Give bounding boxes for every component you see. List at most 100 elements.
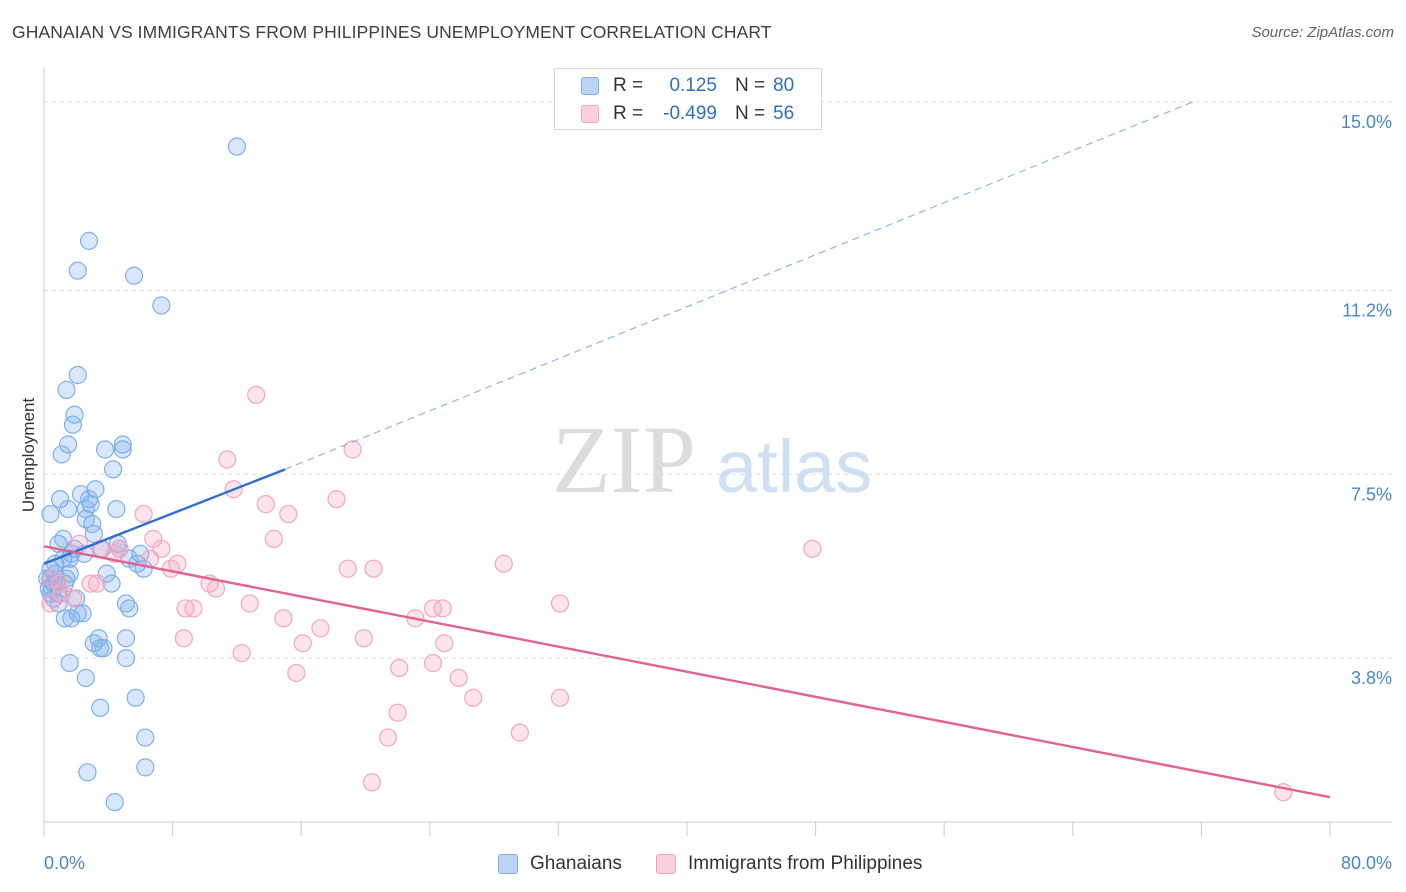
data-point <box>510 723 529 742</box>
data-point <box>423 599 443 618</box>
data-point <box>423 653 443 673</box>
data-point <box>218 450 237 469</box>
y-tick-label: 11.2% <box>1342 301 1392 321</box>
y-tick-label: 15.0% <box>1341 112 1392 132</box>
y-axis-label: Unemployment <box>19 398 38 513</box>
data-point <box>110 539 129 558</box>
data-point <box>41 504 60 524</box>
data-point <box>232 644 251 663</box>
legend-r-label: R = <box>613 103 644 124</box>
tick-labels: 3.8% 7.5% 11.2% 15.0% 0.0% 80.0% <box>44 112 1392 873</box>
data-point <box>94 639 113 658</box>
data-point <box>287 663 306 683</box>
legend-r-value: 0.125 <box>669 75 717 96</box>
data-point <box>113 435 132 454</box>
series-swatch-ghanaians <box>498 854 518 874</box>
data-point <box>388 703 407 722</box>
data-point <box>247 385 266 404</box>
trend-lines <box>43 101 1331 799</box>
data-point <box>240 594 259 613</box>
data-point <box>343 440 362 459</box>
x-tick-label: 80.0% <box>1341 853 1392 873</box>
source-credit: Source: ZipAtlas.com <box>1251 24 1394 41</box>
series-points-ghanaians <box>38 137 246 812</box>
data-point <box>60 653 79 673</box>
data-point <box>131 544 150 563</box>
data-point <box>124 266 144 285</box>
data-point <box>279 504 298 524</box>
legend-n-label: N = <box>735 103 766 124</box>
data-point <box>63 589 83 608</box>
data-point <box>362 773 382 792</box>
data-point <box>102 574 121 593</box>
watermark-atlas: atlas <box>716 425 872 508</box>
y-tick-label: 3.8% <box>1351 668 1392 688</box>
data-point <box>116 629 136 648</box>
data-point <box>378 728 398 747</box>
data-point <box>78 763 97 782</box>
y-tick-label: 7.5% <box>1351 484 1392 504</box>
data-point <box>338 559 357 578</box>
data-point <box>433 599 452 618</box>
data-point <box>327 490 346 509</box>
data-point <box>104 460 123 479</box>
series-label-ghanaians: Ghanaians <box>530 853 622 874</box>
series-label-philippines: Immigrants from Philippines <box>688 853 923 874</box>
data-point <box>550 594 570 613</box>
x-tick-label: 0.0% <box>44 853 85 873</box>
data-point <box>264 529 283 548</box>
data-point <box>311 619 330 638</box>
legend-row-ghanaians: R = 0.125 N = 80 <box>555 72 823 100</box>
trend-line-philippines <box>43 545 1331 799</box>
data-point <box>136 758 155 777</box>
data-point <box>390 658 409 678</box>
legend-swatch-philippines <box>581 105 599 123</box>
legend-swatch-ghanaians <box>581 77 599 95</box>
data-point <box>62 609 81 628</box>
data-point <box>59 435 78 454</box>
data-point <box>41 594 60 613</box>
data-point <box>227 137 246 156</box>
data-point <box>68 365 87 385</box>
axes <box>43 68 1392 836</box>
data-point <box>435 634 454 653</box>
data-point <box>87 574 107 593</box>
correlation-legend: R = 0.125 N = 80 R = -0.499 N = 56 <box>554 68 822 130</box>
trend-line-ghanaians <box>43 468 286 565</box>
data-point <box>494 554 513 573</box>
legend-r-value: -0.499 <box>663 103 717 124</box>
data-point <box>97 564 116 583</box>
data-point <box>52 445 71 464</box>
legend-n-value: 80 <box>773 75 795 96</box>
data-point <box>63 415 83 434</box>
data-point <box>293 634 312 653</box>
data-point <box>364 559 383 578</box>
data-point <box>105 793 124 812</box>
data-point <box>113 440 132 459</box>
data-point <box>161 559 181 578</box>
data-point <box>256 495 275 514</box>
data-point <box>136 728 155 747</box>
data-point <box>107 499 126 519</box>
data-point <box>105 544 124 563</box>
trend-line-ghanaians-extension <box>284 101 1194 470</box>
data-point <box>116 648 136 668</box>
data-point <box>176 599 195 618</box>
data-point <box>60 564 79 583</box>
data-point <box>550 688 570 707</box>
series-swatch-philippines <box>656 854 676 874</box>
data-point <box>152 296 171 315</box>
data-point <box>126 688 145 707</box>
data-point <box>79 231 99 250</box>
data-point <box>59 499 78 519</box>
data-point <box>116 594 136 613</box>
legend-n-value: 56 <box>773 103 795 124</box>
data-point <box>120 599 139 618</box>
data-point <box>449 668 468 688</box>
data-point <box>803 539 822 558</box>
watermark-zip: ZIP <box>552 406 696 513</box>
data-point <box>354 629 373 648</box>
data-point <box>57 380 76 399</box>
data-point <box>134 504 153 524</box>
legend-n-label: N = <box>735 75 766 96</box>
